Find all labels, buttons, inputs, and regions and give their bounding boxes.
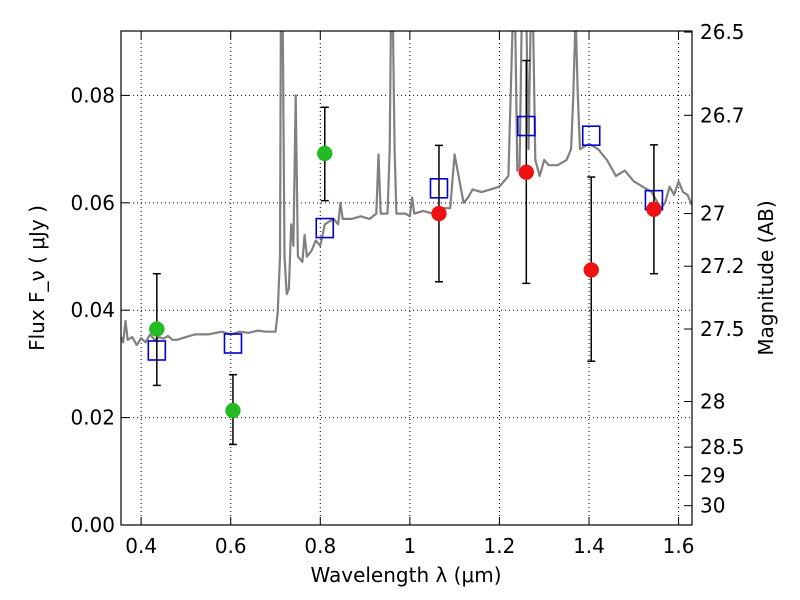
x-tick-label: 0.6 [215, 534, 247, 558]
x-tick-label: 1.6 [663, 534, 695, 558]
detection-point [225, 402, 241, 419]
model-photometry-square [315, 217, 335, 239]
mag-tick-label: 26.5 [700, 20, 745, 44]
plot-content [121, 31, 692, 446]
x-tick-label: 0.4 [125, 534, 157, 558]
ticks [121, 31, 692, 526]
x-tick-label: 1.4 [573, 534, 605, 558]
mag-tick-label: 28.5 [700, 435, 745, 459]
mag-tick-label: 27.5 [700, 317, 745, 341]
model-photometry-square [223, 333, 243, 354]
mag-tick-label: 26.7 [700, 103, 745, 127]
detection-point [149, 321, 165, 337]
y-tick-label: 0.00 [70, 513, 115, 537]
y-tick-label: 0.06 [70, 191, 115, 215]
mag-tick-label: 29 [700, 464, 725, 488]
x-tick-label: 1 [403, 534, 416, 558]
detection-point [583, 262, 599, 278]
detection-point [431, 205, 447, 222]
y-tick-label: 0.02 [70, 406, 115, 430]
grid [121, 31, 692, 525]
x-tick-label: 0.8 [304, 534, 336, 558]
detection-point [646, 201, 662, 218]
mag-tick-label: 28 [700, 390, 725, 414]
x-tick-labels: 0.4 0.6 0.8 1 1.2 1.4 1.6 [125, 534, 694, 558]
magnitude-tick-labels: 26.5 26.7 27 27.2 27.5 28 28.5 29 30 [700, 20, 745, 518]
mag-tick-label: 30 [700, 494, 725, 518]
y-axis-label: Flux F_ν ( μJy ) [25, 205, 49, 351]
plot-frame [120, 30, 693, 526]
model-spectrum-line [121, 31, 692, 347]
detection-point [518, 164, 535, 180]
detection-point [317, 145, 333, 162]
x-tick-label: 1.2 [484, 534, 516, 558]
y-tick-labels: 0.00 0.02 0.04 0.06 0.08 [70, 83, 115, 537]
y-tick-label: 0.08 [70, 83, 115, 107]
x-axis-label: Wavelength λ (μm) [310, 563, 501, 587]
right-axis-label: Magnitude (AB) [754, 200, 778, 355]
y-tick-label: 0.04 [70, 298, 115, 322]
mag-tick-label: 27.2 [700, 254, 745, 278]
model-photometry-square [581, 125, 601, 147]
mag-tick-label: 27 [700, 202, 725, 226]
